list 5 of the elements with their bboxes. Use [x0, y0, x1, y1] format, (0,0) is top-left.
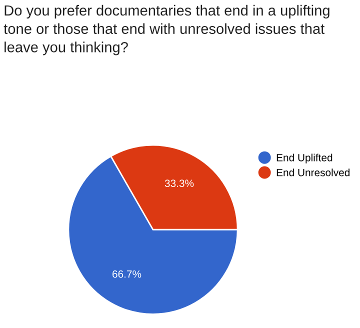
legend-label: End Unresolved: [276, 168, 350, 176]
legend-label: End Uplifted: [276, 154, 332, 164]
data-label: 66.7%: [112, 270, 142, 278]
data-label: 33.3%: [164, 180, 194, 188]
chart-title: Do you prefer documentaries that end in a uplifting tone or those that end with unresolved issues that leave you thinking?: [4, 4, 330, 56]
